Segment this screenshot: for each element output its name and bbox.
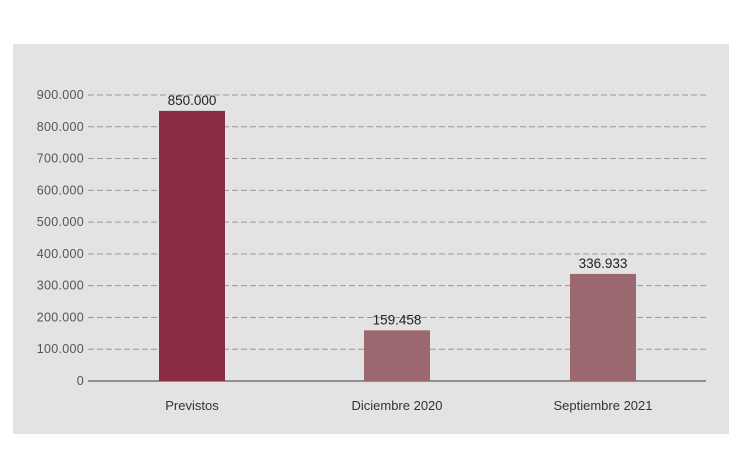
bar (364, 330, 430, 381)
data-label: 850.000 (168, 93, 217, 108)
y-tick-label: 900.000 (37, 88, 84, 102)
y-tick-label: 600.000 (37, 183, 84, 197)
y-tick-label: 300.000 (37, 279, 84, 293)
data-label: 336.933 (579, 256, 628, 271)
x-tick-label: Previstos (165, 398, 219, 413)
y-tick-label: 200.000 (37, 310, 84, 324)
y-tick-label: 800.000 (37, 120, 84, 134)
y-tick-label: 700.000 (37, 152, 84, 166)
bar (570, 273, 636, 381)
y-tick-label: 500.000 (37, 215, 84, 229)
y-tick-label: 100.000 (37, 342, 84, 356)
y-tick-label: 0 (77, 374, 84, 388)
x-tick-label: Diciembre 2020 (351, 398, 442, 413)
y-tick-label: 400.000 (37, 247, 84, 261)
bar (159, 110, 225, 381)
data-label: 159.458 (373, 312, 422, 327)
x-tick-label: Septiembre 2021 (553, 398, 652, 413)
